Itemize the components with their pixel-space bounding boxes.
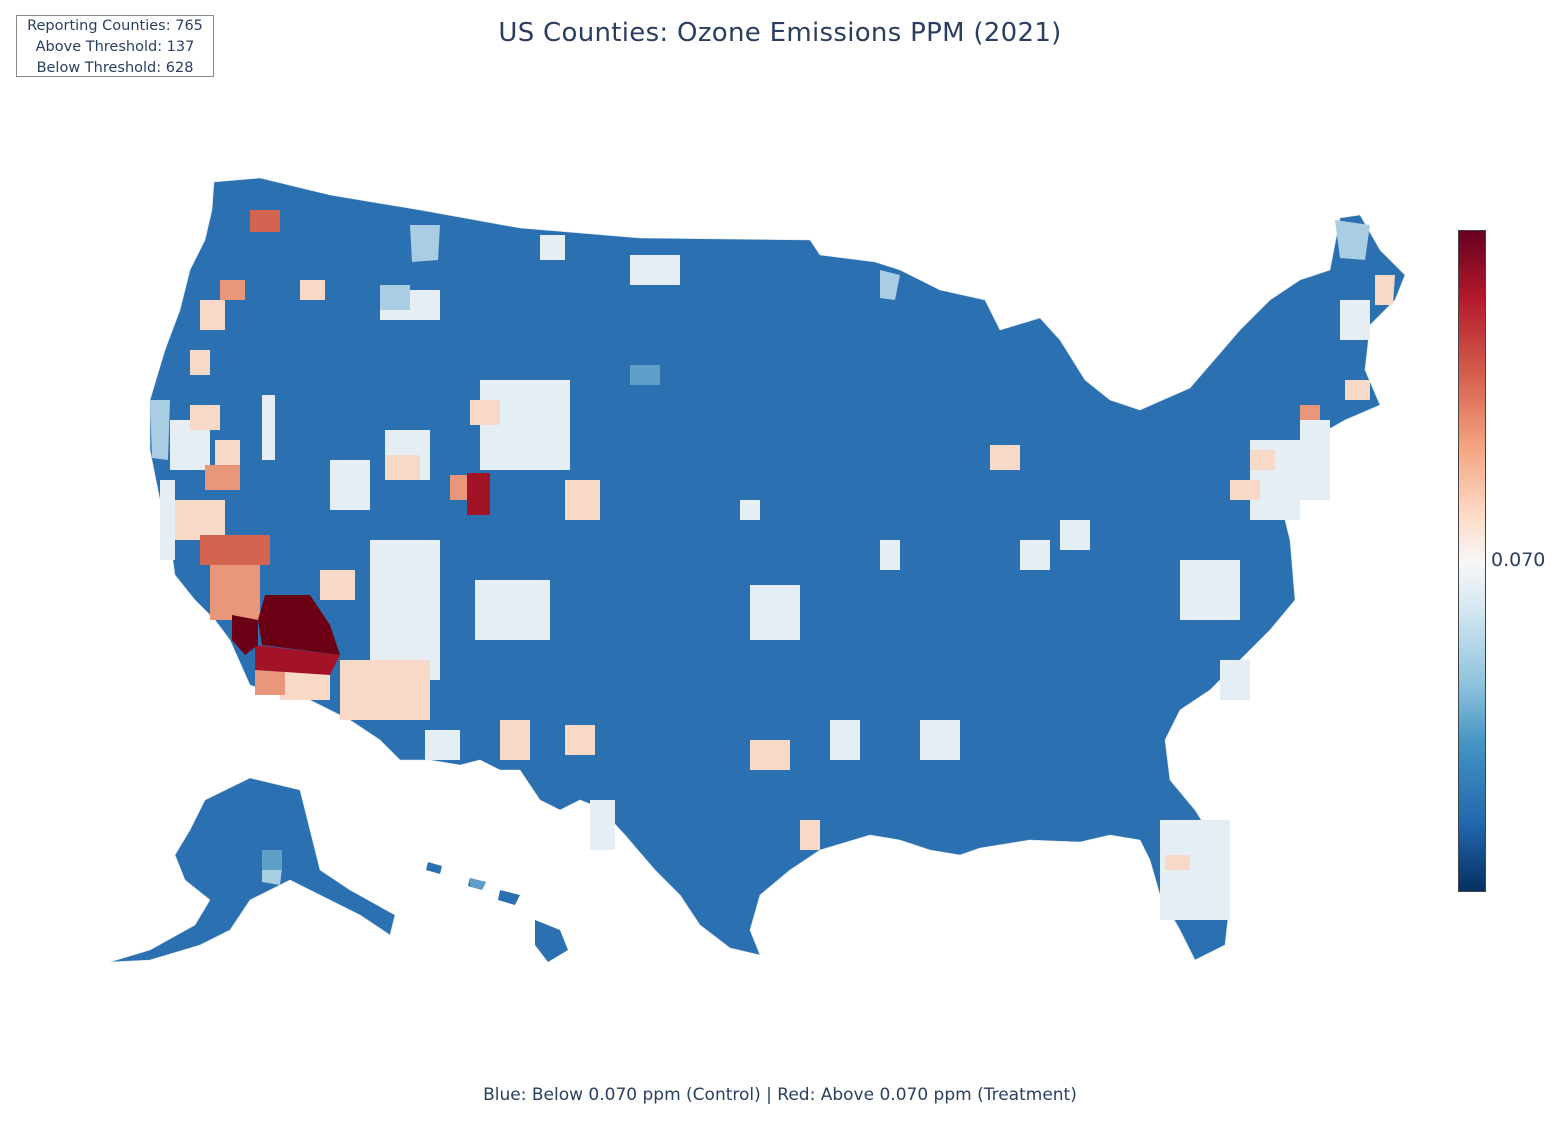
below-threshold-text: Below Threshold: 628 [36, 60, 194, 76]
choropleth-map[interactable] [30, 170, 1450, 1000]
light-counties [160, 235, 1370, 920]
pale-red-counties [175, 275, 1395, 870]
map-title: US Counties: Ozone Emissions PPM (2021) [498, 18, 1062, 48]
strong-red-counties [200, 210, 280, 565]
reporting-counties-text: Reporting Counties: 765 [27, 18, 203, 34]
pale-blue-counties [150, 220, 1370, 885]
alaska[interactable] [109, 777, 396, 963]
stats-box: Reporting Counties: 765 Above Threshold:… [16, 15, 214, 77]
map-caption: Blue: Below 0.070 ppm (Control) | Red: A… [483, 1085, 1077, 1105]
dark-red-counties [232, 595, 340, 655]
colorbar-tick-label: 0.070 [1491, 549, 1546, 571]
hawaii-big-island[interactable] [535, 920, 568, 962]
mid-red-counties [205, 280, 1320, 695]
above-threshold-text: Above Threshold: 137 [35, 39, 195, 55]
mid-blue-counties [262, 365, 660, 890]
deep-red-counties [255, 473, 490, 675]
color-scale-bar [1458, 230, 1486, 892]
